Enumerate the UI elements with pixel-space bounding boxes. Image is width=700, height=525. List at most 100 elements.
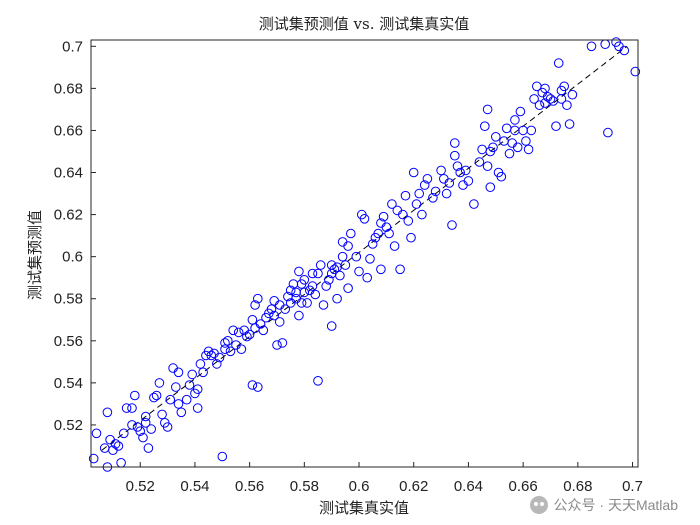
data-point xyxy=(488,142,498,153)
y-tick-label: 0.7 xyxy=(62,38,83,55)
y-tick-label: 0.52 xyxy=(54,417,83,434)
data-point xyxy=(482,161,493,171)
data-point xyxy=(242,331,252,342)
data-point xyxy=(294,266,304,277)
data-point xyxy=(274,317,285,327)
data-point xyxy=(321,281,332,291)
data-point xyxy=(346,228,356,239)
data-point xyxy=(173,367,184,378)
data-point xyxy=(220,344,230,355)
data-point xyxy=(458,180,468,190)
data-point xyxy=(545,94,556,104)
data-point xyxy=(441,188,452,199)
y-tick-label: 0.6 xyxy=(62,249,83,266)
data-point xyxy=(247,380,258,390)
data-point xyxy=(499,136,509,146)
data-point xyxy=(419,180,430,190)
data-point xyxy=(220,338,230,348)
data-point xyxy=(469,199,479,209)
data-point xyxy=(444,178,455,188)
data-point xyxy=(515,106,526,117)
data-point xyxy=(214,352,225,363)
y-tick-label: 0.68 xyxy=(54,80,83,97)
data-point xyxy=(296,298,307,308)
data-point xyxy=(318,300,329,310)
data-point xyxy=(362,272,373,283)
reference-line xyxy=(101,45,628,451)
data-point xyxy=(559,81,570,92)
data-point xyxy=(389,241,400,251)
data-point xyxy=(294,310,304,321)
data-point xyxy=(198,367,208,378)
data-point xyxy=(491,132,501,142)
data-point xyxy=(209,348,219,359)
data-point xyxy=(168,363,178,373)
data-point xyxy=(540,83,550,94)
data-point xyxy=(411,199,422,209)
x-tick-label: 0.62 xyxy=(399,478,428,495)
data-point xyxy=(280,304,291,315)
data-point xyxy=(518,125,528,136)
data-point xyxy=(376,264,386,275)
data-point xyxy=(507,138,518,148)
data-point xyxy=(351,251,362,262)
y-tick-label: 0.54 xyxy=(54,375,83,392)
data-point xyxy=(335,270,345,281)
y-tick-label: 0.62 xyxy=(54,207,83,224)
data-point xyxy=(272,340,282,350)
data-point xyxy=(523,144,534,155)
data-point xyxy=(250,323,260,334)
data-point xyxy=(181,394,192,405)
data-point xyxy=(135,426,145,437)
data-point xyxy=(307,281,318,291)
y-tick-label: 0.64 xyxy=(54,165,83,182)
data-point xyxy=(482,104,493,115)
data-point xyxy=(329,264,340,275)
plot-area xyxy=(88,37,641,472)
data-point xyxy=(217,451,228,462)
data-point xyxy=(140,411,151,422)
data-point xyxy=(403,216,414,226)
data-point xyxy=(244,329,255,340)
data-point xyxy=(157,409,167,420)
data-point xyxy=(551,121,561,131)
data-point xyxy=(151,390,162,401)
data-point xyxy=(299,287,310,298)
data-point xyxy=(228,325,238,336)
data-point xyxy=(430,186,441,197)
data-point xyxy=(143,443,154,453)
data-point xyxy=(447,220,457,230)
data-point xyxy=(556,94,567,104)
data-point xyxy=(255,319,266,329)
data-point xyxy=(485,182,496,192)
data-point xyxy=(460,165,471,176)
data-point xyxy=(277,338,288,348)
data-point xyxy=(510,115,520,125)
data-point xyxy=(138,432,148,443)
data-point xyxy=(526,125,537,136)
data-point xyxy=(313,268,323,279)
x-tick-label: 0.64 xyxy=(454,478,483,495)
data-point xyxy=(162,422,173,432)
data-point xyxy=(359,214,370,224)
data-point xyxy=(154,378,165,388)
x-tick-label: 0.54 xyxy=(180,478,209,495)
data-point xyxy=(450,150,460,161)
data-point xyxy=(269,296,280,306)
data-point xyxy=(480,121,490,131)
data-point xyxy=(534,100,545,110)
data-point xyxy=(171,382,181,392)
data-point xyxy=(113,441,124,451)
y-tick-label: 0.66 xyxy=(54,122,83,139)
data-point xyxy=(354,266,364,277)
data-point xyxy=(146,424,156,434)
data-point xyxy=(187,369,197,380)
data-point xyxy=(504,148,515,159)
data-point xyxy=(192,384,203,395)
data-point xyxy=(562,100,572,110)
x-tick-label: 0.58 xyxy=(290,478,319,495)
data-point xyxy=(630,66,641,77)
data-point xyxy=(406,232,416,243)
x-tick-label: 0.52 xyxy=(126,478,155,495)
data-point xyxy=(315,260,326,270)
